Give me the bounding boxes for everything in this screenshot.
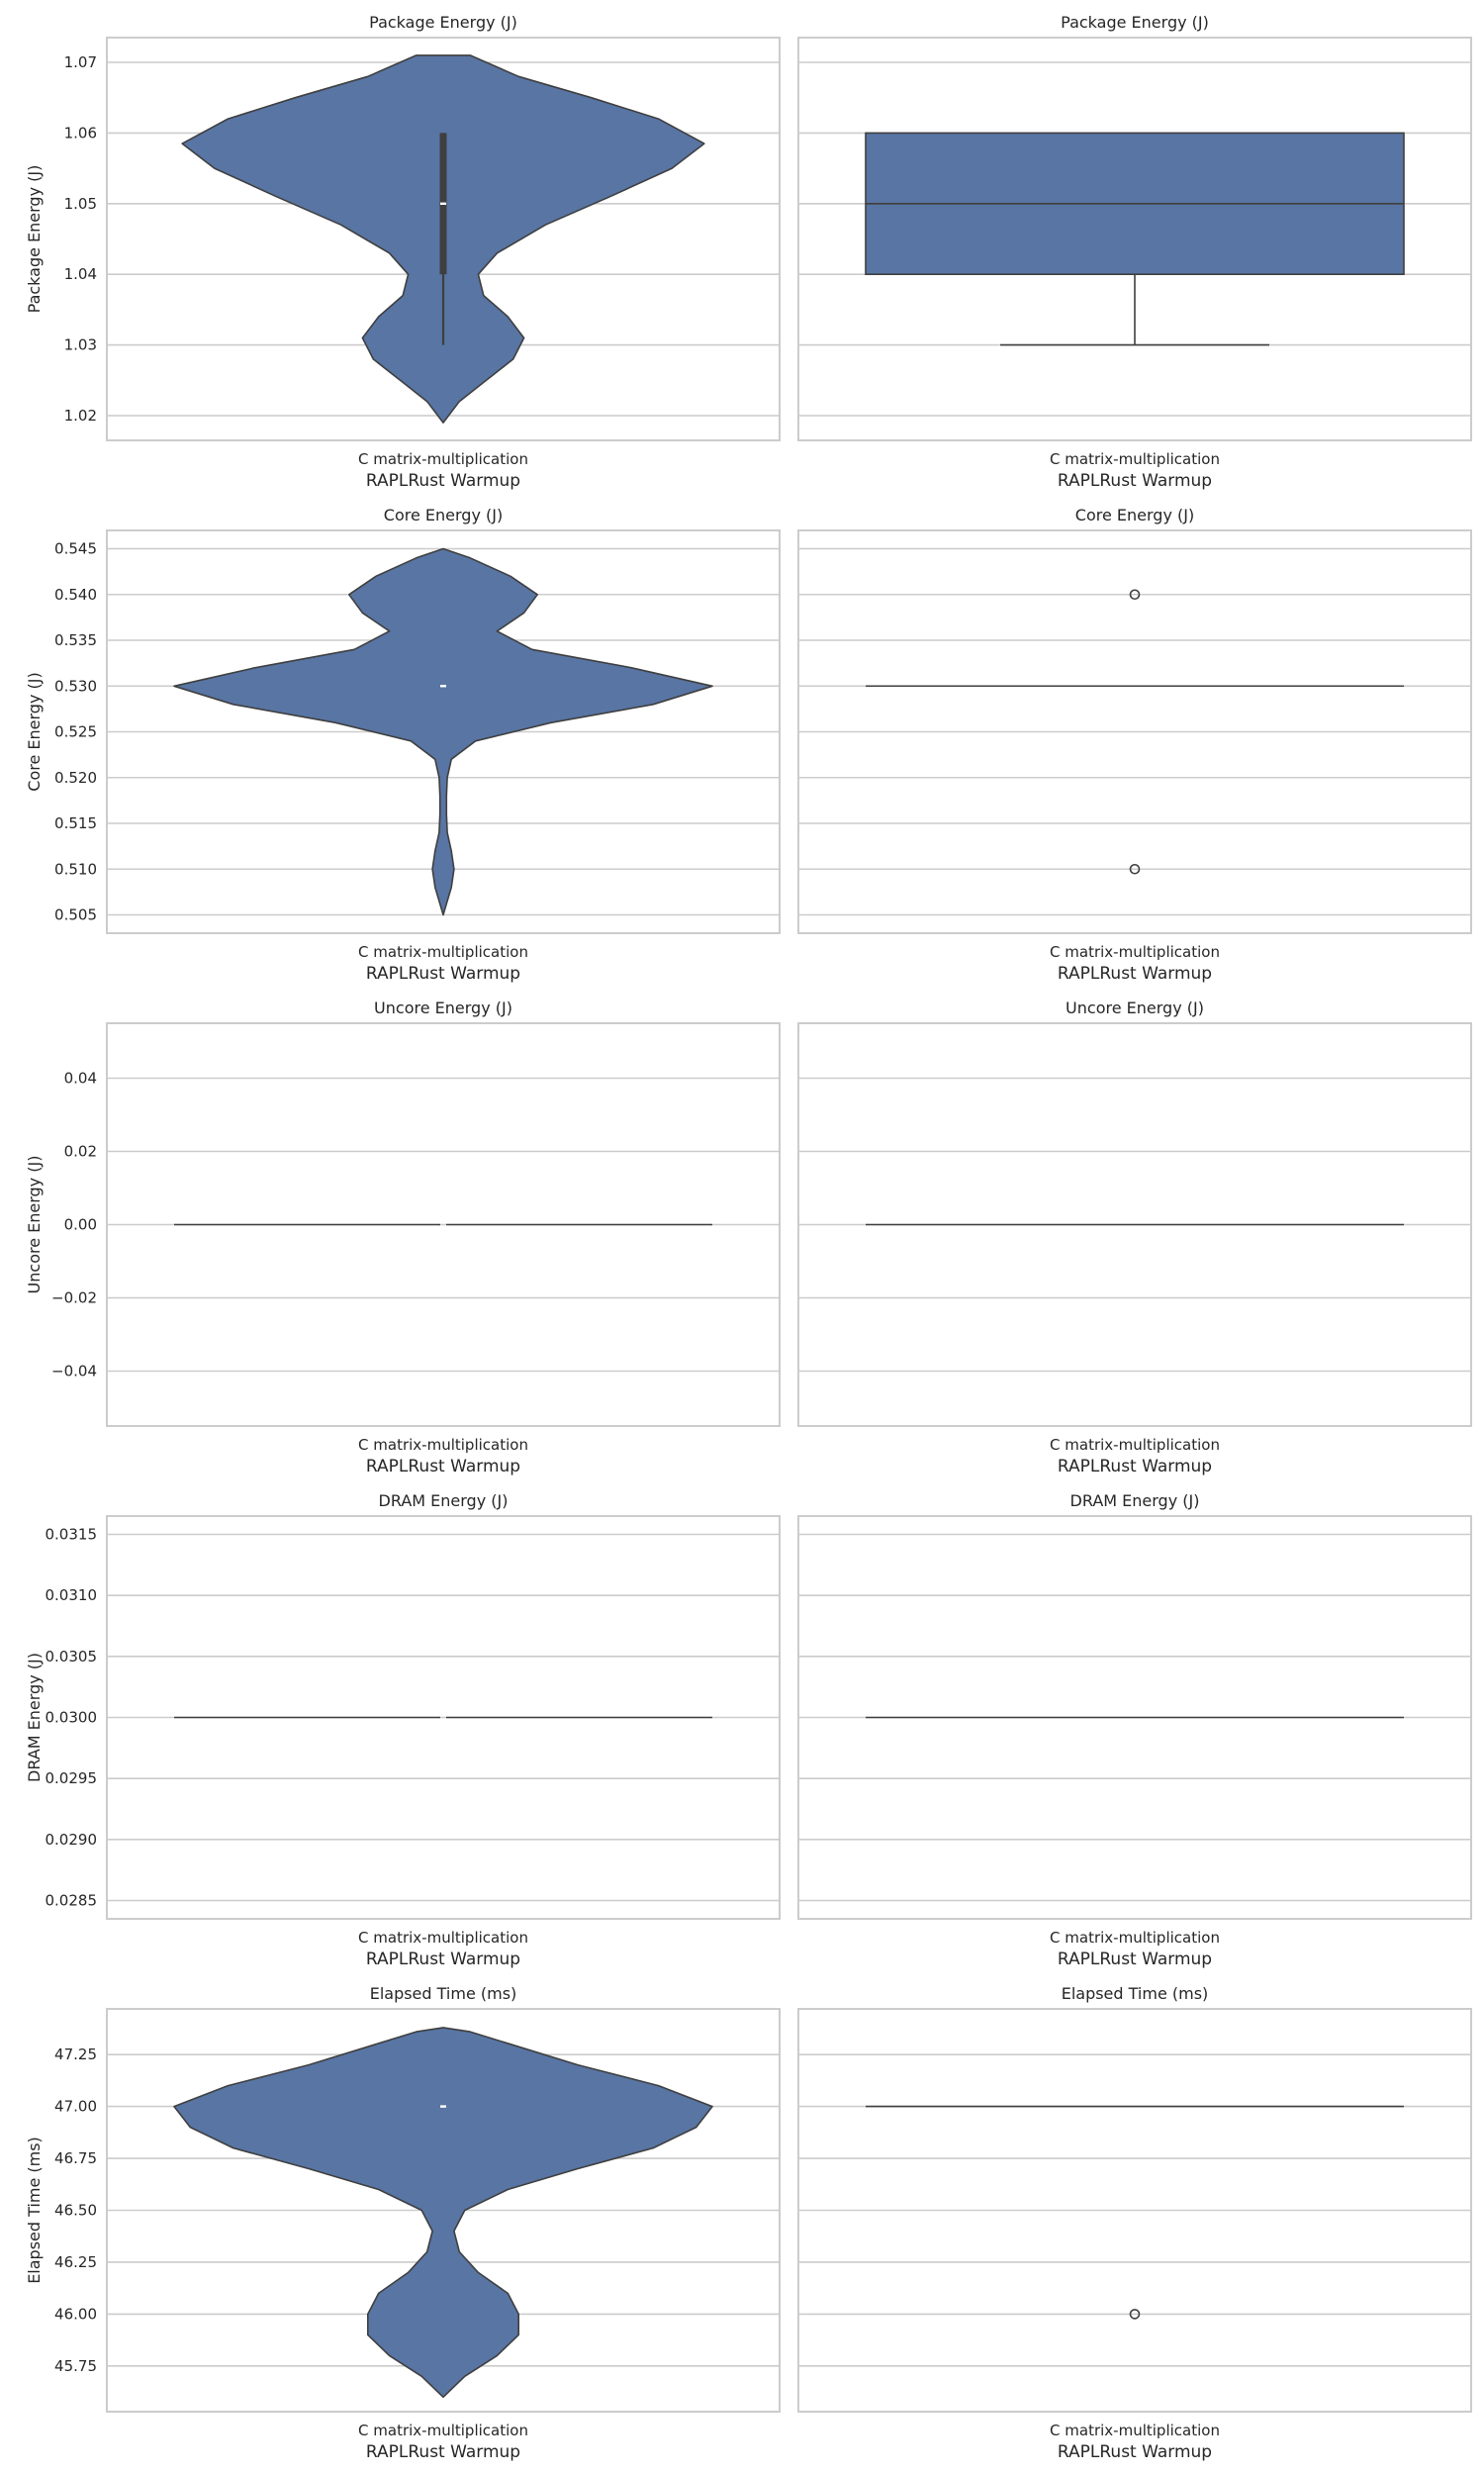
panel-2-y-tick-label-8: 0.545 xyxy=(54,540,97,558)
panel-4-x-axis-label: RAPLRust Warmup xyxy=(366,1457,520,1476)
panel-8-y-tick-label-2: 46.25 xyxy=(54,2253,97,2271)
panel-3-x-axis-label: RAPLRust Warmup xyxy=(1058,964,1212,984)
panel-6-title: DRAM Energy (J) xyxy=(379,1491,509,1510)
panel-2-violin-body xyxy=(173,547,713,916)
panel-2-title: Core Energy (J) xyxy=(384,506,503,524)
panel-8-y-tick-label-4: 46.75 xyxy=(54,2149,97,2167)
panel-3-frame xyxy=(797,529,1472,934)
panel-2-y-axis-label: Core Energy (J) xyxy=(25,672,44,791)
panel-7-frame xyxy=(797,1515,1472,1920)
panel-8-y-tick-label-1: 46.00 xyxy=(54,2305,97,2323)
panel-1-title: Package Energy (J) xyxy=(1061,13,1209,32)
panel-8-violin-body xyxy=(173,2027,713,2399)
panel-8-y-tick-label-0: 45.75 xyxy=(54,2357,97,2375)
panel-0-x-axis-label: RAPLRust Warmup xyxy=(366,471,520,491)
panel-2-x-axis-label: RAPLRust Warmup xyxy=(366,964,520,984)
panel-2-y-tick-label-3: 0.520 xyxy=(54,769,97,787)
panel-7-x-axis-label: RAPLRust Warmup xyxy=(1058,1950,1212,1969)
panel-2-y-tick-label-5: 0.530 xyxy=(54,677,97,695)
panel-0-violin-median xyxy=(440,202,446,205)
panel-1-frame xyxy=(797,37,1472,441)
panel-6-y-tick-label-1: 0.0290 xyxy=(46,1831,98,1849)
panel-8-title: Elapsed Time (ms) xyxy=(370,1984,517,2003)
panel-5-x-axis-label: RAPLRust Warmup xyxy=(1058,1457,1212,1476)
panel-3-outlier-0 xyxy=(1129,589,1141,601)
panel-2-x-tick-label: C matrix-multiplication xyxy=(358,943,528,961)
panel-6-y-tick-label-0: 0.0285 xyxy=(46,1892,98,1910)
panel-5-x-tick-label: C matrix-multiplication xyxy=(1050,1436,1220,1454)
panel-2-y-tick-label-4: 0.525 xyxy=(54,723,97,741)
panel-6-y-axis-label: DRAM Energy (J) xyxy=(25,1653,44,1782)
panel-4-y-axis-label: Uncore Energy (J) xyxy=(25,1156,44,1294)
panel-2-frame xyxy=(106,529,781,934)
panel-4-y-tick-label-4: 0.04 xyxy=(64,1070,97,1088)
panel-9-x-tick-label: C matrix-multiplication xyxy=(1050,2422,1220,2439)
panel-5-title: Uncore Energy (J) xyxy=(1066,999,1204,1017)
panel-0-frame xyxy=(106,37,781,441)
panel-0-y-tick-label-0: 1.02 xyxy=(64,407,97,425)
panel-9-outlier-0 xyxy=(1129,2309,1141,2320)
panel-4-y-tick-label-0: −0.04 xyxy=(51,1363,97,1380)
panel-6-x-tick-label: C matrix-multiplication xyxy=(358,1929,528,1947)
panel-4-title: Uncore Energy (J) xyxy=(374,999,512,1017)
panel-4-y-tick-label-3: 0.02 xyxy=(64,1143,97,1161)
panel-8-x-tick-label: C matrix-multiplication xyxy=(358,2422,528,2439)
panel-8-frame xyxy=(106,2008,781,2413)
panel-1-x-tick-label: C matrix-multiplication xyxy=(1050,450,1220,468)
panel-6-x-axis-label: RAPLRust Warmup xyxy=(366,1950,520,1969)
panel-8-y-tick-label-5: 47.00 xyxy=(54,2098,97,2116)
panel-8-y-tick-label-3: 46.50 xyxy=(54,2202,97,2220)
panel-4-x-tick-label: C matrix-multiplication xyxy=(358,1436,528,1454)
panel-1-x-axis-label: RAPLRust Warmup xyxy=(1058,471,1212,491)
panel-0-y-tick-label-1: 1.03 xyxy=(64,336,97,354)
panel-6-y-tick-label-5: 0.0310 xyxy=(46,1586,98,1604)
panel-4-y-tick-label-2: 0.00 xyxy=(64,1216,97,1234)
panel-3-title: Core Energy (J) xyxy=(1075,506,1194,524)
panel-0-y-tick-label-4: 1.06 xyxy=(64,124,97,142)
panel-0-y-tick-label-2: 1.04 xyxy=(64,265,97,283)
panel-2-y-tick-label-7: 0.540 xyxy=(54,586,97,604)
panel-7-x-tick-label: C matrix-multiplication xyxy=(1050,1929,1220,1947)
panel-9-frame xyxy=(797,2008,1472,2413)
panel-8-y-axis-label: Elapsed Time (ms) xyxy=(25,2137,44,2284)
panel-2-violin-median xyxy=(440,685,446,688)
panel-3-outlier-1 xyxy=(1129,863,1141,875)
panel-0-x-tick-label: C matrix-multiplication xyxy=(358,450,528,468)
panel-6-y-tick-label-3: 0.0300 xyxy=(46,1709,98,1727)
panel-6-y-tick-label-6: 0.0315 xyxy=(46,1526,98,1544)
panel-3-x-tick-label: C matrix-multiplication xyxy=(1050,943,1220,961)
panel-4-y-tick-label-1: −0.02 xyxy=(51,1289,97,1307)
panel-2-y-tick-label-1: 0.510 xyxy=(54,860,97,878)
panel-6-y-tick-label-2: 0.0295 xyxy=(46,1769,98,1787)
panel-9-title: Elapsed Time (ms) xyxy=(1062,1984,1209,2003)
panel-0-title: Package Energy (J) xyxy=(369,13,517,32)
panel-4-frame xyxy=(106,1022,781,1427)
panel-2-y-tick-label-0: 0.505 xyxy=(54,906,97,924)
panel-5-frame xyxy=(797,1022,1472,1427)
panel-8-x-axis-label: RAPLRust Warmup xyxy=(366,2442,520,2462)
panel-0-y-tick-label-5: 1.07 xyxy=(64,53,97,71)
panel-2-y-tick-label-6: 0.535 xyxy=(54,631,97,649)
panel-8-violin-median xyxy=(440,2105,446,2108)
panel-8-y-tick-label-6: 47.25 xyxy=(54,2046,97,2063)
panel-0-y-tick-label-3: 1.05 xyxy=(64,195,97,213)
panel-6-y-tick-label-4: 0.0305 xyxy=(46,1648,98,1665)
panel-6-frame xyxy=(106,1515,781,1920)
panel-7-title: DRAM Energy (J) xyxy=(1070,1491,1200,1510)
panel-0-y-axis-label: Package Energy (J) xyxy=(25,165,44,314)
panel-2-y-tick-label-2: 0.515 xyxy=(54,814,97,832)
panel-9-x-axis-label: RAPLRust Warmup xyxy=(1058,2442,1212,2462)
